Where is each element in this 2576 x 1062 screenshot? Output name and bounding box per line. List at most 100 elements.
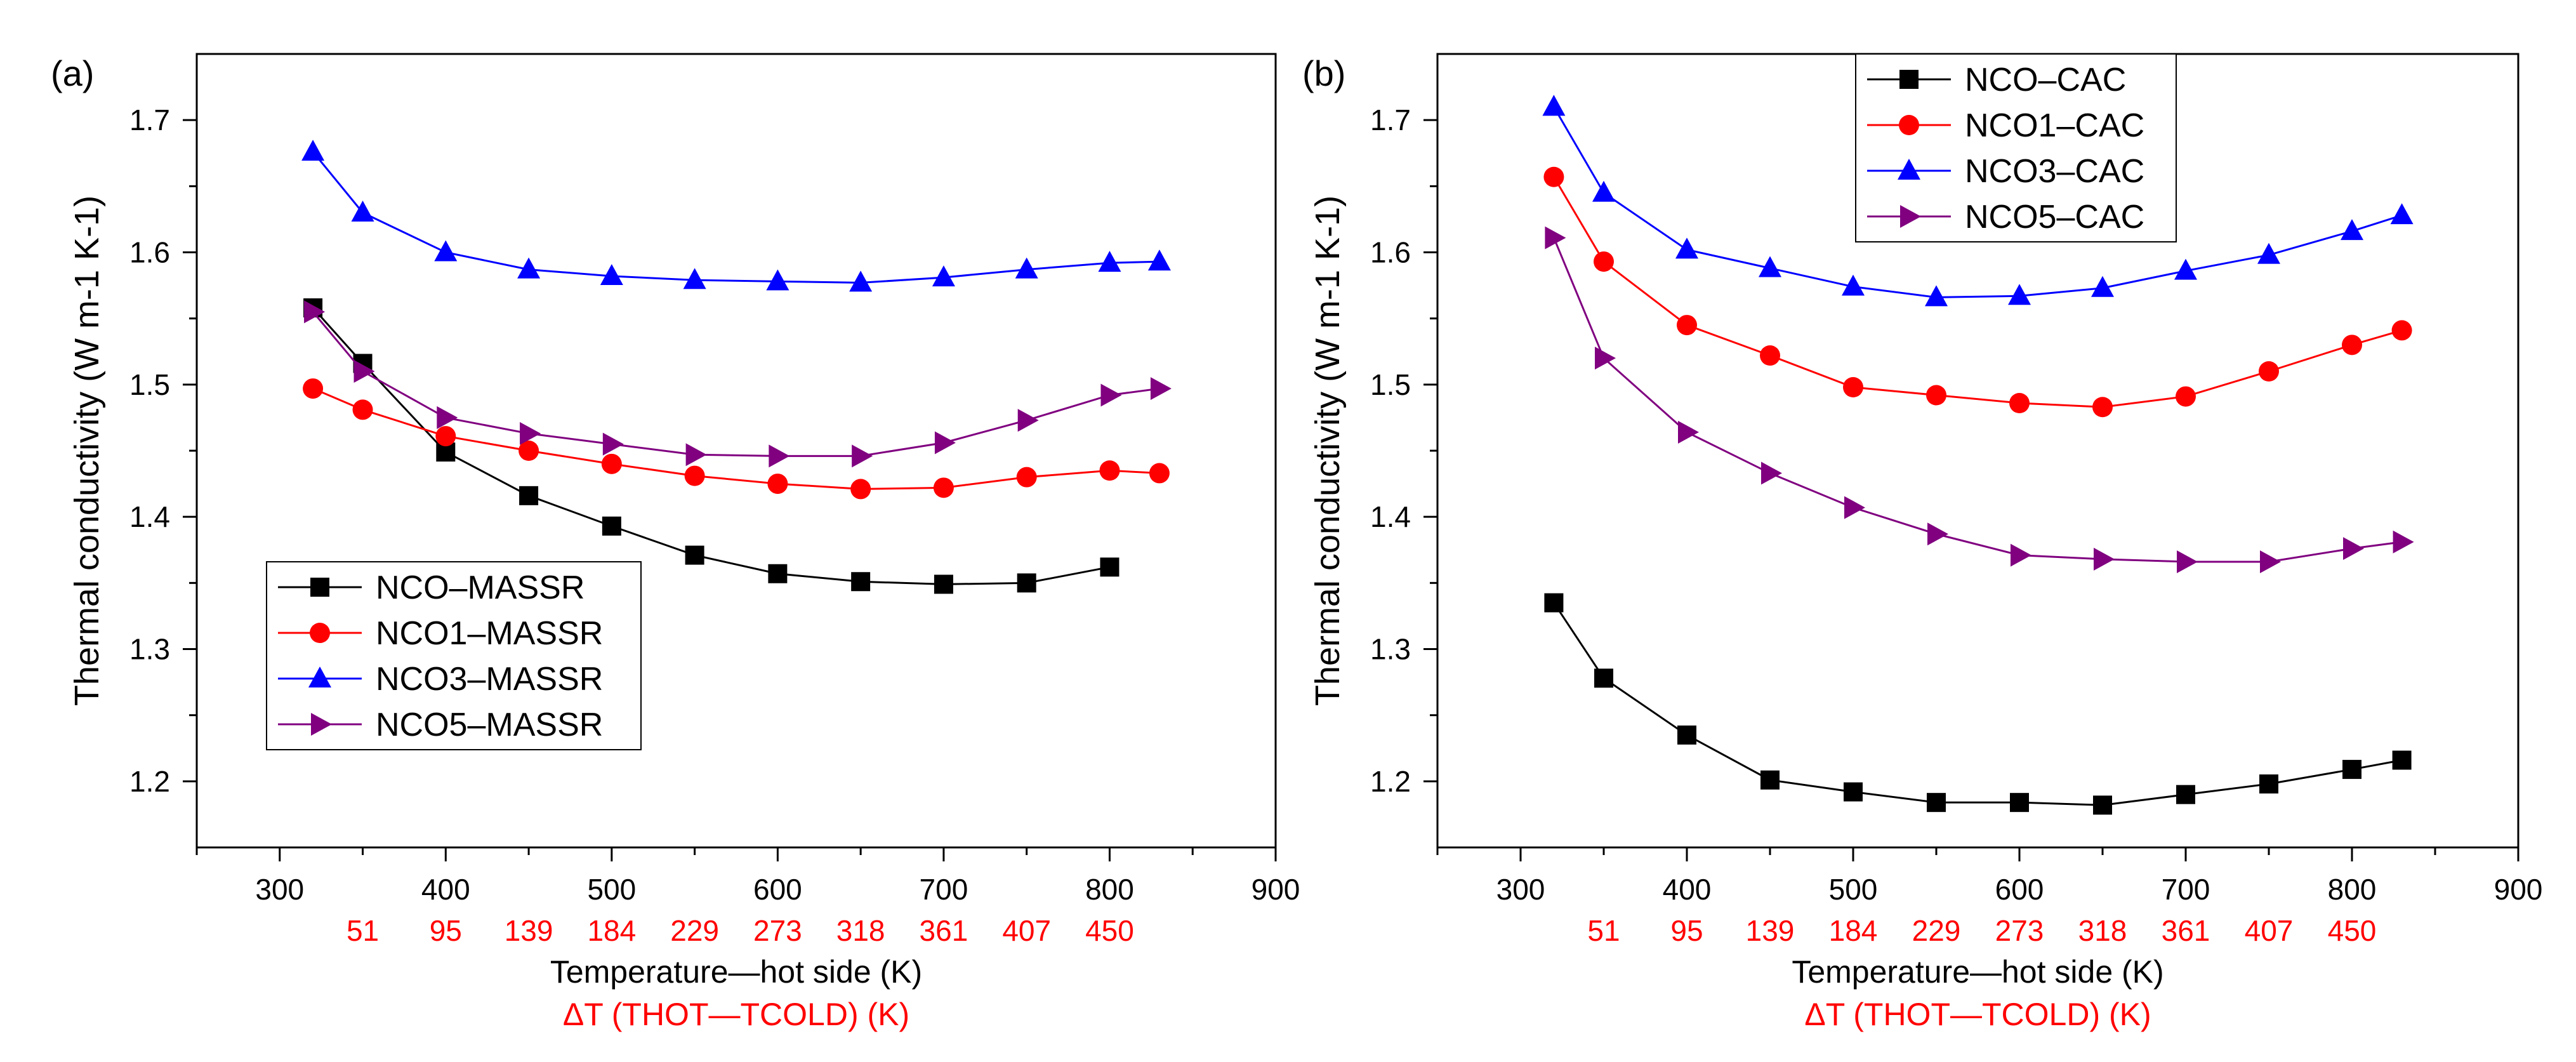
series-square xyxy=(1544,593,2412,815)
data-point xyxy=(1100,557,1120,577)
delta-t-tick-label: 139 xyxy=(505,914,553,947)
data-point xyxy=(932,265,955,287)
panel-b: (b) 300 400 500 600 700 800 900 51 95 139 184 229 273… xyxy=(1302,53,2542,1032)
y-tick-label: 1.4 xyxy=(1370,500,1411,533)
data-point xyxy=(434,240,458,262)
data-point xyxy=(934,574,953,594)
data-point xyxy=(2094,547,2115,571)
data-point xyxy=(1099,460,1120,481)
legend-label: NCO3–CAC xyxy=(1965,153,2144,190)
data-point xyxy=(1016,467,1037,488)
x-axis-title: Temperature—hot side (K) xyxy=(550,954,922,990)
series-line xyxy=(312,307,1110,585)
data-point xyxy=(1678,420,1699,444)
legend-marker xyxy=(1900,205,1921,228)
data-point xyxy=(602,516,621,536)
data-point xyxy=(684,465,705,486)
delta-t-tick-label: 407 xyxy=(1002,914,1051,947)
x-tick-label: 500 xyxy=(587,873,636,906)
data-point xyxy=(767,474,788,494)
data-point xyxy=(850,479,871,500)
data-point xyxy=(2174,258,2197,280)
y-tick-label: 1.7 xyxy=(129,103,170,136)
data-point xyxy=(1149,463,1170,484)
series-triangle-up xyxy=(1542,95,2414,307)
series-triangle-up xyxy=(301,140,1171,292)
data-point xyxy=(2177,550,2198,573)
data-point xyxy=(2392,750,2412,770)
data-point xyxy=(685,545,704,565)
series-triangle-right xyxy=(304,300,1172,468)
x-axis-title: Temperature—hot side (K) xyxy=(1792,954,2163,990)
data-point xyxy=(2176,785,2195,804)
y-tick-label: 1.2 xyxy=(1370,765,1411,798)
data-point xyxy=(303,378,324,399)
legend: NCO–MASSR NCO1–MASSR NCO3–MASSR NCO5–MASSR xyxy=(266,561,642,750)
data-point xyxy=(2343,537,2364,561)
x-tick-label: 900 xyxy=(2494,873,2543,906)
legend: NCO–CAC NCO1–CAC NCO3–CAC NCO5–CAC xyxy=(1855,53,2177,242)
delta-t-tick-label: 95 xyxy=(430,914,462,947)
data-point xyxy=(351,201,374,222)
legend-marker xyxy=(310,578,329,597)
data-point xyxy=(1843,377,1863,397)
delta-t-axis-title: ΔT (THOT—TCOLD) (K) xyxy=(563,997,909,1032)
legend-marker xyxy=(1899,115,1919,135)
x-tick-label: 600 xyxy=(753,873,802,906)
delta-t-tick-label: 273 xyxy=(753,914,802,947)
data-point xyxy=(1844,496,1865,519)
delta-t-tick-label: 361 xyxy=(2162,914,2210,947)
y-tick-label: 1.5 xyxy=(129,368,170,401)
series-triangle-right xyxy=(1545,226,2414,573)
data-point xyxy=(766,269,789,291)
x-tick-label: 700 xyxy=(2162,873,2210,906)
data-point xyxy=(2093,795,2112,815)
legend-label: NCO5–MASSR xyxy=(376,707,603,743)
data-point xyxy=(934,431,956,455)
panel-label: (a) xyxy=(51,53,94,93)
x-tick-label: 800 xyxy=(2328,873,2377,906)
data-point xyxy=(1017,573,1036,593)
delta-t-tick-label: 273 xyxy=(1995,914,2044,947)
data-point xyxy=(2259,361,2279,382)
y-tick-label: 1.4 xyxy=(129,500,170,533)
y-axis-title: Thermal conductivity (W m-1 K-1) xyxy=(1309,196,1347,706)
delta-t-tick-label: 51 xyxy=(347,914,379,947)
legend-marker xyxy=(1898,159,1920,180)
data-point xyxy=(1677,315,1697,336)
delta-t-tick-label: 184 xyxy=(1829,914,1878,947)
data-point xyxy=(520,421,541,445)
data-point xyxy=(2342,760,2361,780)
delta-t-tick-label: 95 xyxy=(1670,914,1703,947)
series-circle xyxy=(1543,166,2412,418)
data-point xyxy=(2342,335,2362,355)
data-point xyxy=(1925,285,1948,307)
delta-t-tick-label: 318 xyxy=(2078,914,2127,947)
data-point xyxy=(1844,782,1863,802)
data-point xyxy=(685,443,707,467)
legend-marker xyxy=(308,667,331,687)
data-point xyxy=(519,441,539,461)
y-tick-label: 1.3 xyxy=(1370,633,1411,666)
legend-marker xyxy=(311,713,332,736)
data-point xyxy=(1675,237,1698,259)
data-point xyxy=(2393,530,2414,554)
series-line xyxy=(1553,602,2402,806)
panel-label: (b) xyxy=(1302,53,1345,93)
data-point xyxy=(769,444,790,468)
delta-t-tick-label: 184 xyxy=(587,914,636,947)
x-tick-label: 700 xyxy=(920,873,968,906)
data-point xyxy=(1543,166,1564,187)
data-point xyxy=(519,486,539,505)
data-point xyxy=(1927,793,1946,813)
data-point xyxy=(2341,219,2363,241)
y-tick-label: 1.2 xyxy=(129,765,170,798)
data-point xyxy=(2009,393,2030,413)
data-point xyxy=(2257,242,2280,264)
x-tick-label: 400 xyxy=(421,873,470,906)
x-tick-label: 800 xyxy=(1085,873,1134,906)
data-point xyxy=(1017,409,1039,432)
legend-label: NCO–MASSR xyxy=(376,569,585,606)
data-point xyxy=(849,270,873,292)
